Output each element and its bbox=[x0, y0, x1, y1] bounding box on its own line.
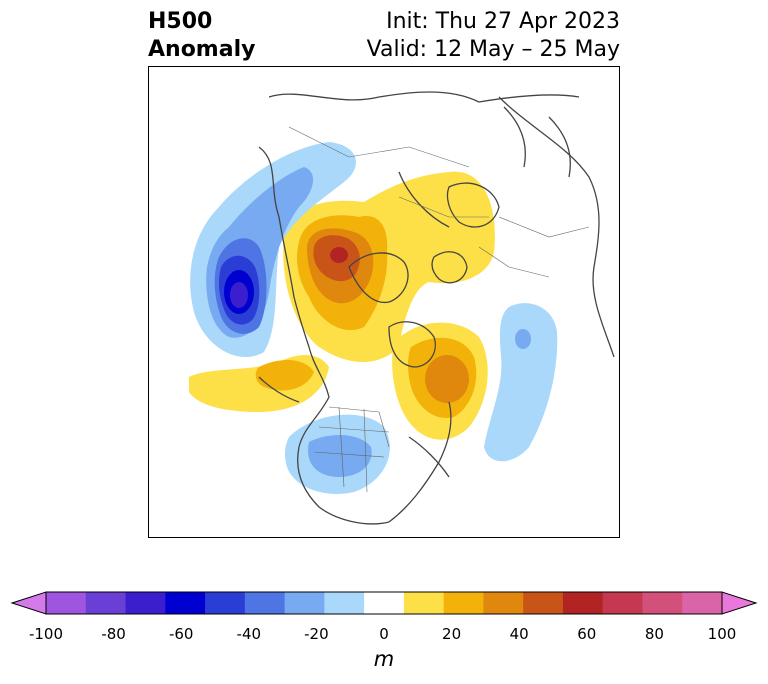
colorbar-bin bbox=[483, 592, 524, 614]
colorbar-extend-low bbox=[10, 591, 47, 615]
colorbar-tick-label: 20 bbox=[442, 625, 462, 643]
colorbar-border bbox=[45, 591, 723, 615]
title-variable: H500 bbox=[148, 9, 213, 34]
coastlines bbox=[258, 91, 615, 525]
colorbar-extend-high bbox=[721, 591, 758, 615]
colorbar-bin bbox=[602, 592, 643, 614]
anomaly-negative-alaska bbox=[190, 142, 356, 358]
plot-title: H500 Anomaly bbox=[148, 8, 255, 64]
colorbar-bin bbox=[642, 592, 683, 614]
colorbar-tick-label: -80 bbox=[101, 625, 126, 643]
anomaly-positive-pacific bbox=[189, 355, 329, 412]
plot-dates: Init: Thu 27 Apr 2023 Valid: 12 May – 25… bbox=[367, 8, 620, 64]
colorbar-bin bbox=[46, 592, 87, 614]
colorbar-bin bbox=[324, 592, 365, 614]
colorbar-tick-label: -20 bbox=[304, 625, 329, 643]
colorbar-bin bbox=[205, 592, 246, 614]
colorbar-tick-label: 80 bbox=[644, 625, 664, 643]
colorbar-bin bbox=[682, 592, 723, 614]
colorbar-tick-label: 0 bbox=[379, 625, 389, 643]
anomaly-positive-hudson bbox=[392, 322, 488, 440]
anomaly-map bbox=[148, 66, 620, 538]
colorbar-bins bbox=[46, 592, 723, 614]
colorbar-tick-label: 40 bbox=[509, 625, 529, 643]
anomaly-negative-atlantic bbox=[484, 303, 558, 462]
colorbar-bin bbox=[85, 592, 127, 614]
map-svg bbox=[189, 91, 615, 525]
colorbar-bin bbox=[284, 592, 325, 614]
anomaly-negative-westus bbox=[284, 414, 390, 495]
colorbar-tick-label: 60 bbox=[577, 625, 597, 643]
colorbar-bin bbox=[244, 592, 286, 614]
borders bbox=[288, 126, 590, 493]
valid-range: Valid: 12 May – 25 May bbox=[366, 37, 620, 62]
colorbar-unit: m bbox=[373, 647, 395, 671]
colorbar-bin bbox=[443, 592, 484, 614]
colorbar bbox=[10, 591, 758, 615]
colorbar-tick-label: -60 bbox=[168, 625, 194, 643]
colorbar-bin bbox=[403, 592, 445, 614]
colorbar-bin bbox=[165, 592, 206, 614]
colorbar-tick-label: 100 bbox=[707, 625, 737, 643]
title-type: Anomaly bbox=[148, 37, 256, 62]
colorbar-bin bbox=[523, 592, 564, 614]
colorbar-bin bbox=[125, 592, 166, 614]
colorbar-bin bbox=[364, 592, 405, 614]
colorbar-tick-label: -100 bbox=[28, 625, 64, 643]
anomaly-positive-siberia bbox=[283, 171, 495, 362]
init-date: Init: Thu 27 Apr 2023 bbox=[386, 9, 620, 34]
colorbar-bin bbox=[562, 592, 604, 614]
colorbar-tick-label: -40 bbox=[236, 625, 262, 643]
